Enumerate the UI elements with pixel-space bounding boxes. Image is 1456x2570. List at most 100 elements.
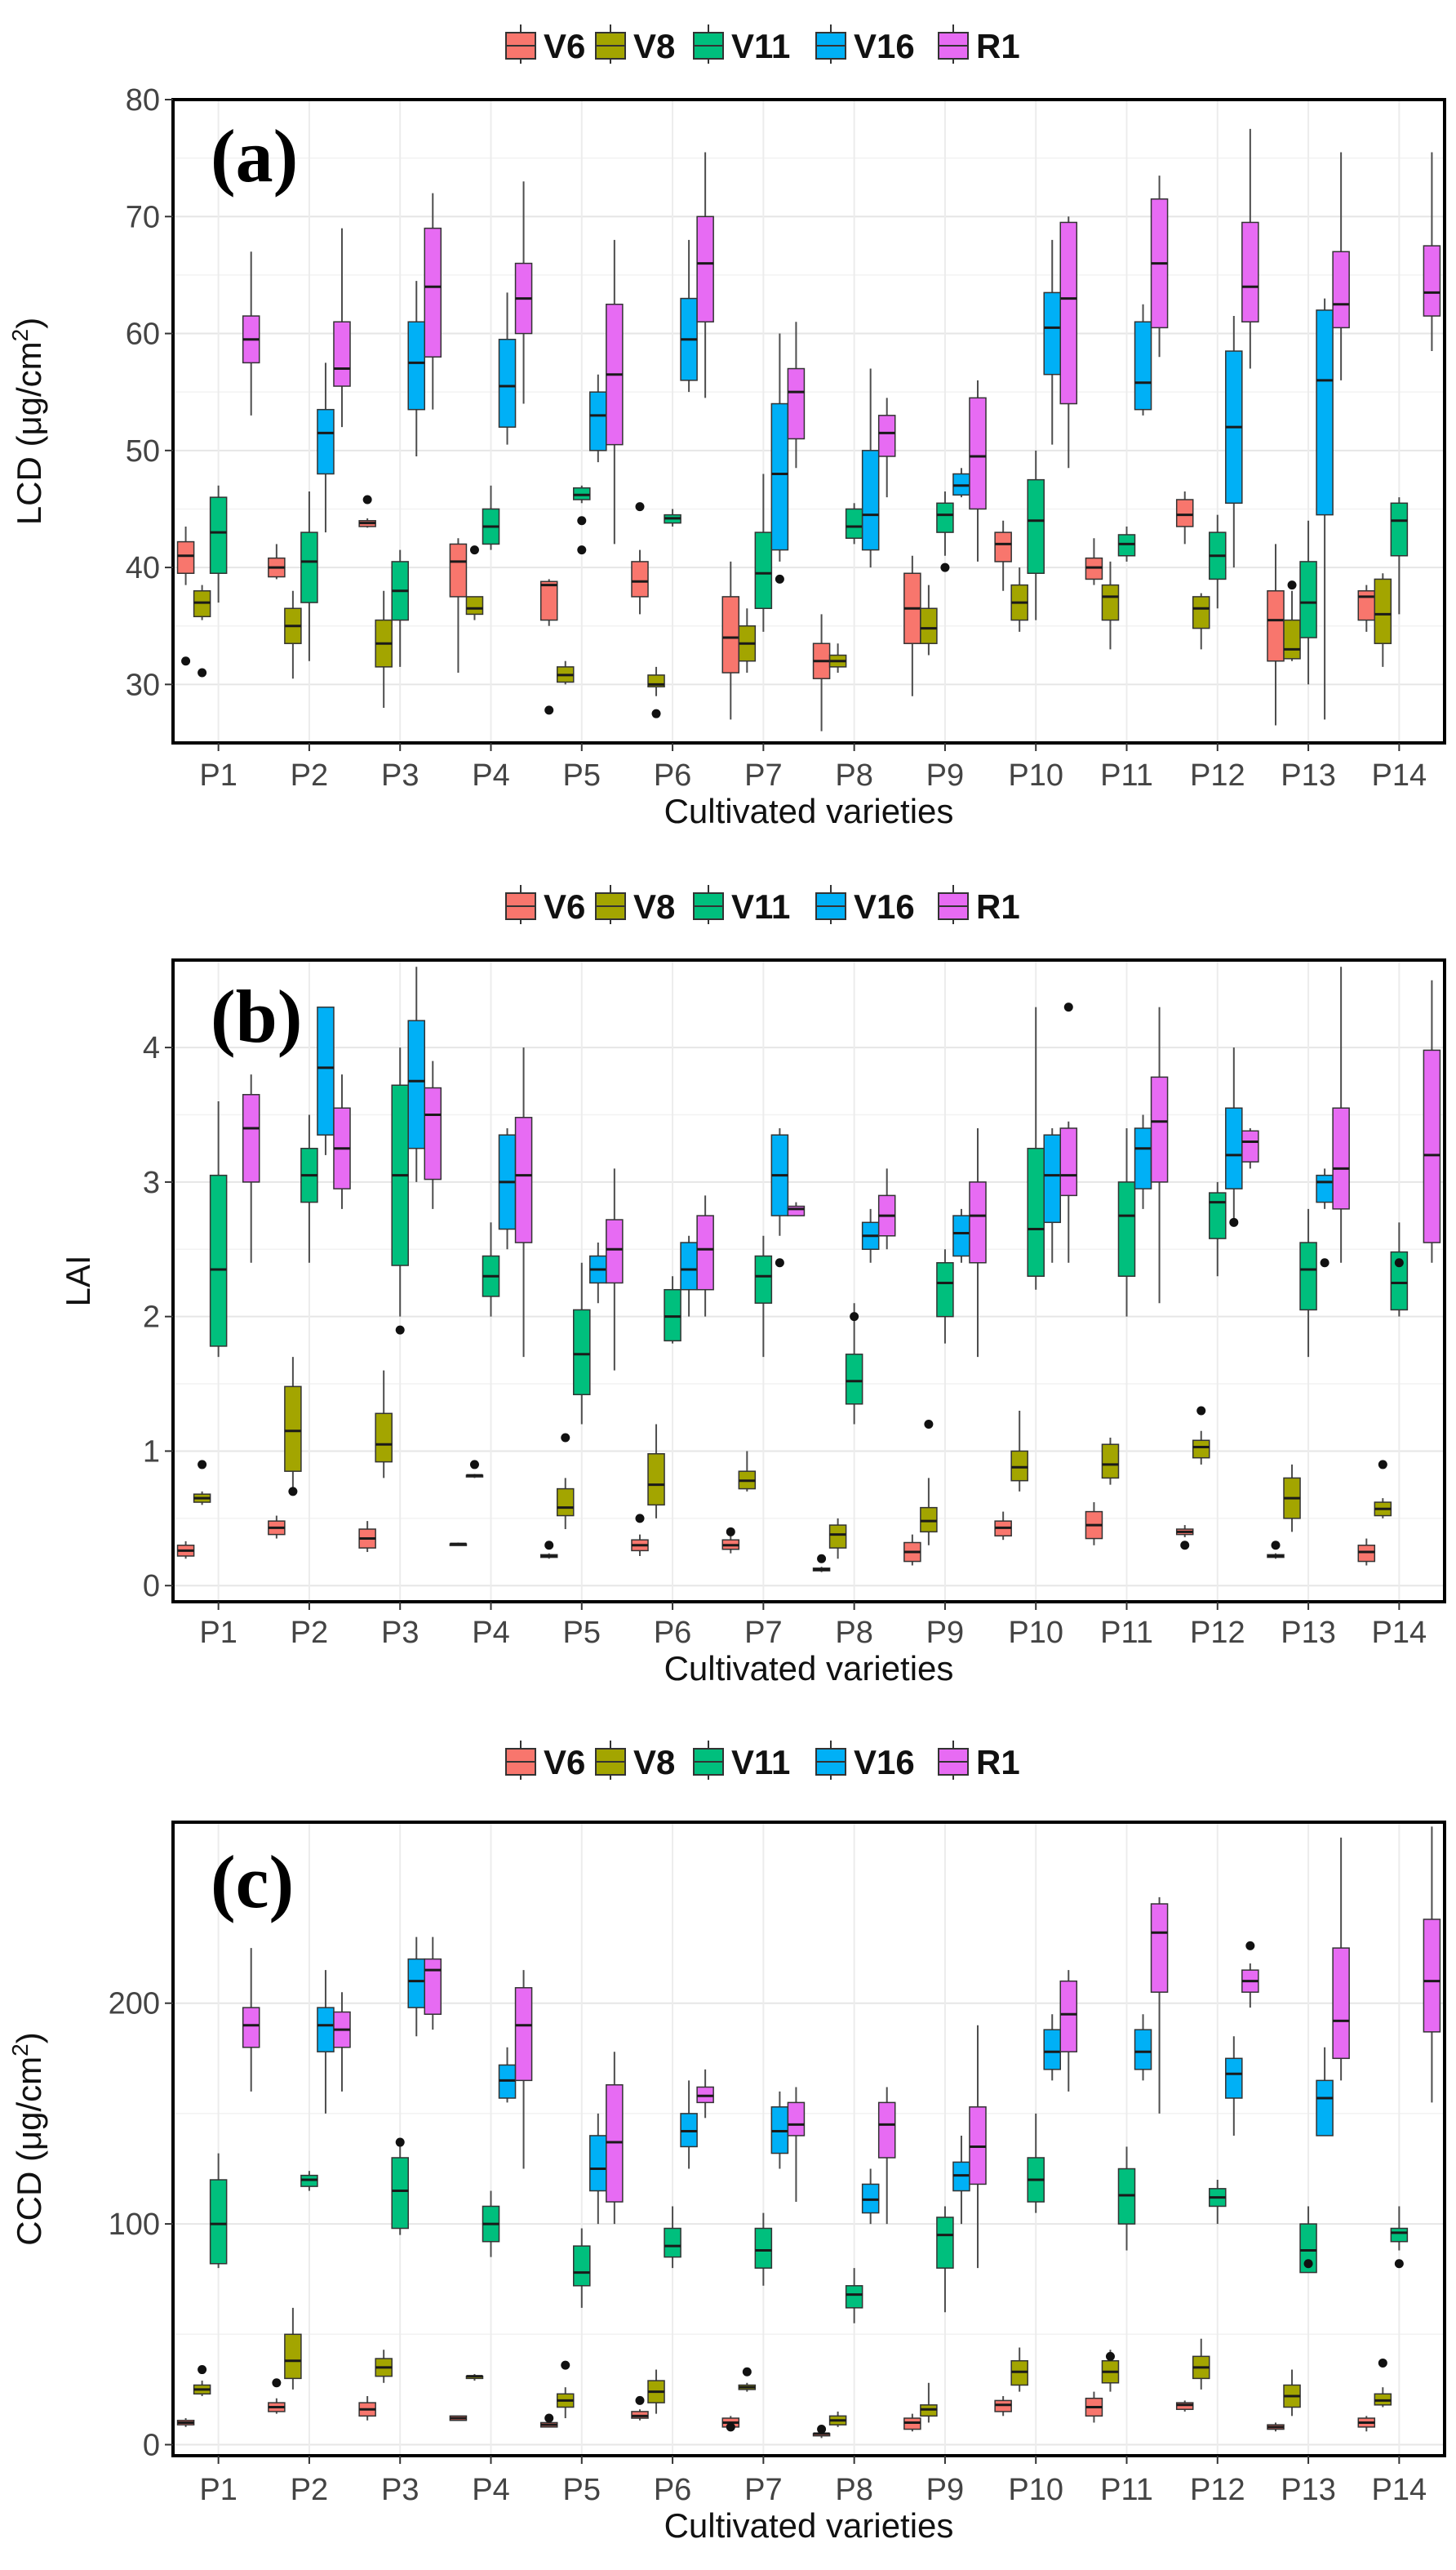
legend-item: V6 [505,885,585,926]
outlier-point [1378,1460,1387,1470]
box-v11-p3 [391,1047,409,1317]
box-body [242,1094,260,1183]
box-v6-p2 [268,2398,286,2414]
box-v8-p12 [1192,593,1210,650]
box-r1-p6 [696,1195,714,1317]
box-v16-p2 [317,1006,335,1155]
legend-label: V6 [544,27,585,65]
box-v6-p8 [812,1567,831,1572]
box-v11-p7 [754,474,773,632]
box-v11-p3 [391,2140,409,2235]
box-v8-p1 [193,1491,211,1505]
legend-item: V8 [595,885,675,926]
x-tick-label: P8 [835,1616,872,1650]
legend-label: V6 [544,1743,585,1781]
box-v16-p4 [498,1127,517,1250]
box-body [1059,1980,1078,2052]
chart-panel-3: V6 V8 V11 V16 R1 (c) 0 100 200 P1 P2 P3 P4 P5 P6 P7 P8 P9… [7,1741,1446,2545]
series-r1 [242,1826,1441,2269]
x-tick-label: P9 [926,758,964,793]
box-v8-p14 [1374,573,1392,667]
series-v8 [193,545,1392,718]
box-body [664,1288,681,1342]
box-body [1332,1107,1350,1210]
box-v8-p7 [738,608,757,674]
box-r1-p1 [242,1074,260,1263]
box-body [936,502,954,533]
box-v6-p6 [631,1534,649,1556]
box-r1-p11 [1150,1007,1169,1304]
series-v16 [317,1936,1334,2225]
box-r1-p4 [514,181,533,404]
legend: V6 V8 V11 V16 R1 [505,24,1020,65]
box-r1-p5 [606,1168,624,1371]
outlier-point [726,2422,735,2432]
box-v8-p12 [1192,1430,1210,1465]
box-body [1192,1439,1210,1459]
box-r1-p7 [787,1202,806,1216]
box-body [1134,321,1152,411]
outlier-point [726,1527,735,1536]
box-v8-p2 [284,590,302,679]
box-v8-p4 [465,2373,484,2381]
box-body [424,227,442,358]
box-body [936,2217,954,2269]
box-body [1059,1127,1078,1197]
x-tick-label: P7 [744,1616,782,1650]
box-v8-p8 [828,1518,847,1559]
box-body [845,1354,863,1405]
box-body [573,1309,591,1395]
y-tick-label: 50 [126,434,160,469]
box-v11-p2 [300,1114,318,1263]
box-v8-p10 [1010,1411,1028,1492]
y-axis-title-end: ) [10,2032,48,2043]
outlier-point [577,516,587,526]
box-v6-p11 [1085,2391,1103,2423]
box-body [1423,1049,1441,1243]
box-v16-p10 [1043,239,1062,445]
panel-tag: (b) [211,975,302,1058]
box-body [391,2157,409,2230]
outlier-point [635,2395,645,2405]
box-body [1283,619,1301,660]
box-body [647,1452,665,1506]
outlier-point [198,1460,207,1470]
box-v8-p13 [1283,590,1301,661]
box-r1-p2 [333,1992,351,2092]
box-v16-p4 [498,292,517,445]
box-r1-p13 [1332,967,1350,1263]
box-v11-p6 [664,509,681,527]
box-v6-p12 [1175,1525,1194,1537]
box-v16-p7 [770,2091,789,2169]
box-r1-p8 [877,1168,896,1250]
box-body [1150,1903,1169,1993]
box-v6-p11 [1085,538,1103,585]
box-r1-p13 [1332,152,1350,380]
box-body [696,216,714,322]
x-tick-label: P1 [199,758,237,793]
box-body [375,1412,393,1463]
box-r1-p2 [333,1074,351,1209]
box-body [1390,502,1409,557]
legend-item: R1 [938,1741,1020,1781]
box-r1-p12 [1241,1127,1259,1169]
series-v6 [176,1502,1376,1572]
x-tick-label: P4 [472,758,509,793]
box-r1-p6 [696,152,714,398]
box-body [556,1487,575,1517]
box-v16-p6 [680,2080,698,2169]
box-body [1043,1134,1062,1224]
outlier-point [1105,2351,1115,2361]
box-r1-p14 [1423,152,1441,352]
box-v11-p13 [1299,520,1317,685]
box-v11-p7 [754,2212,773,2286]
box-r1-p4 [514,1970,533,2169]
outlier-point [198,2365,207,2375]
box-r1-p6 [696,2069,714,2119]
box-v6-p4 [449,538,468,674]
outlier-point [742,2367,752,2377]
box-v8-p6 [647,2369,665,2414]
y-axis-title-superscript: 2 [7,2043,33,2056]
x-tick-label: P5 [563,2473,601,2507]
box-v16-p3 [407,281,426,456]
